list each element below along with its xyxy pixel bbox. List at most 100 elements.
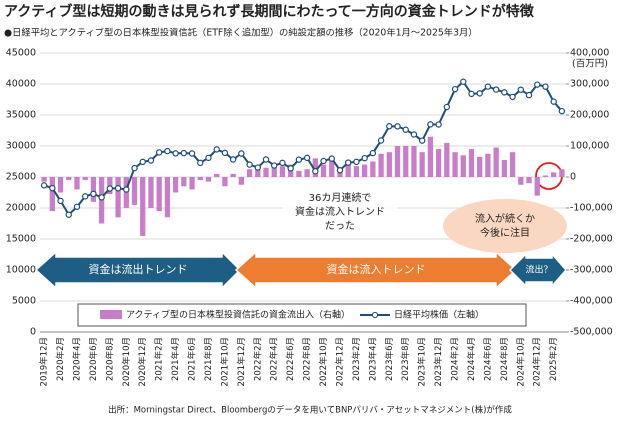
bar <box>559 169 565 177</box>
y-tick-label: 30000 <box>6 141 36 152</box>
bar <box>74 177 80 190</box>
callout-bubble <box>443 199 567 253</box>
line-marker <box>197 159 204 167</box>
y-tick-label: 25000 <box>6 172 36 183</box>
x-tick-label: 2020年8月 <box>104 337 115 381</box>
x-tick-label: 2024年2月 <box>450 337 461 381</box>
bar <box>460 155 466 177</box>
legend-label: 日経平均株価（左軸） <box>394 309 484 321</box>
line-marker <box>213 146 220 153</box>
x-tick-label: 2023年4月 <box>367 337 378 381</box>
bar <box>411 146 417 177</box>
bar <box>419 152 425 177</box>
line-marker <box>238 150 245 157</box>
line-marker <box>205 154 212 162</box>
x-tick-label: 2024年4月 <box>466 337 477 381</box>
x-tick-label: 2023年2月 <box>351 337 362 381</box>
legend-swatch <box>100 310 122 319</box>
period-label: 資金は流出トレンド <box>89 262 188 276</box>
line-marker <box>271 162 278 169</box>
x-tick-label: 2022年6月 <box>285 337 296 381</box>
line-marker <box>501 89 508 96</box>
bar <box>279 166 286 177</box>
line-marker <box>147 157 155 164</box>
bar <box>386 152 392 177</box>
bar <box>49 177 55 212</box>
bar <box>57 177 64 193</box>
bar <box>222 177 228 187</box>
bar <box>452 152 458 177</box>
line-marker <box>98 194 105 201</box>
line-marker <box>377 137 385 144</box>
bar <box>320 164 327 177</box>
x-tick-label: 2019年12月 <box>39 337 50 386</box>
line-marker <box>49 184 56 192</box>
line-marker <box>279 159 286 167</box>
bar <box>263 167 269 177</box>
line-marker <box>386 123 393 130</box>
line-marker <box>353 158 360 166</box>
line-marker <box>534 81 541 88</box>
bar <box>131 177 138 205</box>
y-tick-label: 5000 <box>12 296 36 307</box>
line-marker <box>468 90 475 98</box>
x-tick-label: 2022年4月 <box>269 337 280 381</box>
line-marker <box>410 131 418 138</box>
y2-tick-label: 200,000 <box>570 110 609 121</box>
line-marker <box>246 161 253 168</box>
bar <box>329 159 335 177</box>
line-marker <box>361 154 368 162</box>
line-marker <box>542 83 549 90</box>
bar <box>353 166 360 177</box>
line-marker <box>451 85 459 93</box>
bar <box>255 166 261 177</box>
y2-tick-label: 400,000 <box>570 48 609 59</box>
bar <box>493 147 499 177</box>
x-tick-label: 2021年4月 <box>170 337 181 381</box>
annotation-bg <box>282 192 398 234</box>
bar <box>164 177 171 218</box>
y2-tick-label: 300,000 <box>570 79 609 90</box>
x-tick-label: 2024年10月 <box>515 337 526 386</box>
bar <box>140 177 146 236</box>
bar <box>370 161 376 177</box>
bar <box>534 177 540 196</box>
annotation: だった <box>325 220 355 232</box>
bar <box>435 149 442 177</box>
y2-tick-label: -300,000 <box>570 265 613 276</box>
line-marker <box>131 164 138 172</box>
bar <box>304 169 310 177</box>
chart-title: アクティブ型は短期の動きは見られず長期間にわたって一方向の資金トレンドが特徴 <box>4 3 535 20</box>
y2-tick-label: -100,000 <box>570 203 613 214</box>
bar <box>246 169 253 177</box>
bar <box>189 177 195 190</box>
line-marker <box>180 149 188 157</box>
line-marker <box>312 167 319 175</box>
bar <box>427 136 434 177</box>
x-tick-label: 2023年6月 <box>384 337 395 381</box>
line-marker <box>155 149 163 156</box>
y2-tick-label: -400,000 <box>570 296 613 307</box>
bar <box>156 177 162 212</box>
bar <box>172 177 179 193</box>
line-marker <box>65 211 72 218</box>
x-tick-label: 2022年2月 <box>252 337 263 381</box>
y-tick-label: 35000 <box>6 110 36 121</box>
bar <box>518 177 524 185</box>
bar <box>477 156 483 177</box>
bar <box>485 153 491 177</box>
bar <box>542 175 549 177</box>
y2-tick-label: 0 <box>570 172 576 183</box>
y2-tick-label: -200,000 <box>570 234 613 245</box>
period-arrows: 資金は流出トレンド 資金は流入トレンド 流出？ <box>34 250 567 290</box>
x-tick-label: 2022年12月 <box>334 337 345 386</box>
line-marker <box>476 90 483 97</box>
line-marker <box>303 154 311 162</box>
x-tick-label: 2020年2月 <box>55 337 66 381</box>
x-tick-label: 2023年12月 <box>433 337 444 386</box>
x-tick-label: 2021年12月 <box>236 337 247 386</box>
bar <box>148 177 154 208</box>
line-marker <box>139 158 146 166</box>
legend-label: アクティブ型の日本株型投資信託の資金流出入（右軸） <box>126 309 350 321</box>
bar <box>271 164 277 177</box>
